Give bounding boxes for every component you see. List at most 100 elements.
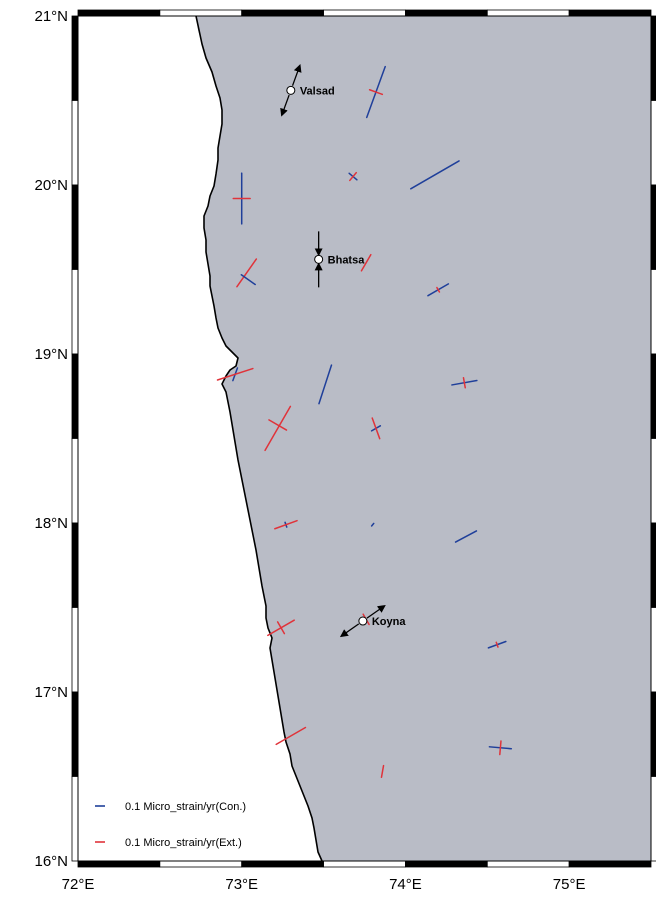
lon-tick-label: 73°E bbox=[225, 876, 258, 893]
extension-arrow bbox=[339, 623, 360, 638]
frame-segment-bottom bbox=[486, 860, 570, 868]
lat-tick-label: 19°N bbox=[34, 346, 68, 363]
extension-arrow bbox=[366, 604, 386, 619]
extension-bar bbox=[380, 764, 385, 779]
frame-segment-left bbox=[71, 15, 79, 101]
strain-cross bbox=[380, 764, 385, 779]
strain-cross bbox=[370, 417, 382, 440]
frame-segment-bottom bbox=[241, 860, 324, 868]
lon-tick-label: 75°E bbox=[553, 876, 586, 893]
extension-arrow bbox=[291, 64, 302, 86]
strain-cross bbox=[216, 367, 254, 382]
legend-label: 0.1 Micro_strain/yr(Ext.) bbox=[125, 837, 242, 849]
extension-bar bbox=[275, 726, 307, 746]
site-label: Bhatsa bbox=[328, 254, 366, 266]
extension-bar bbox=[371, 417, 381, 440]
extension-bar bbox=[236, 258, 258, 288]
extension-bar bbox=[462, 376, 466, 389]
extension-bar bbox=[368, 88, 384, 96]
lat-tick-label: 21°N bbox=[34, 8, 68, 25]
strain-cross bbox=[488, 740, 513, 756]
frame-segment-left bbox=[71, 522, 79, 608]
land-area bbox=[196, 16, 651, 861]
frame-segment-right bbox=[650, 691, 656, 777]
lon-tick-label: 72°E bbox=[62, 876, 95, 893]
strain-cross bbox=[487, 640, 507, 649]
frame-segment-right bbox=[650, 15, 656, 101]
frame-segment-left bbox=[71, 269, 79, 355]
frame-segment-bottom bbox=[568, 860, 652, 868]
extension-bar bbox=[274, 519, 298, 530]
frame-segment-bottom bbox=[77, 860, 161, 868]
frame-segment-top bbox=[323, 9, 406, 17]
strain-cross bbox=[236, 258, 258, 288]
lat-tick-label: 18°N bbox=[34, 515, 68, 532]
frame-segment-top bbox=[77, 9, 161, 17]
strain-cross bbox=[365, 65, 386, 119]
extension-bar bbox=[268, 419, 288, 431]
strain-cross bbox=[370, 522, 375, 527]
compression-bar bbox=[240, 274, 256, 286]
frame-segment-left bbox=[71, 184, 79, 270]
legend-item-con: 0.1 Micro_strain/yr(Con.) bbox=[95, 801, 246, 813]
site-label: Koyna bbox=[372, 616, 407, 628]
extension-bar bbox=[276, 621, 286, 635]
site-marker bbox=[286, 85, 296, 95]
compression-bar bbox=[370, 522, 375, 527]
frame-segment-right bbox=[650, 353, 656, 439]
latitude-labels: 21°N 20°N 19°N 18°N 17°N 16°N bbox=[34, 8, 68, 870]
strain-crosses bbox=[216, 65, 513, 779]
extension-bar bbox=[495, 641, 499, 648]
extension-bar bbox=[216, 367, 254, 381]
strain-cross bbox=[451, 376, 478, 389]
compression-bar bbox=[409, 160, 460, 190]
frame-segment-right bbox=[650, 607, 656, 693]
frame-segment-right bbox=[650, 522, 656, 608]
frame-segment-left bbox=[71, 607, 79, 693]
extension-bar bbox=[349, 171, 358, 182]
site-valsad: Valsad bbox=[280, 64, 335, 117]
sites: Valsad Bhatsa Koyna bbox=[280, 64, 407, 638]
frame-segment-left bbox=[71, 776, 79, 862]
site-koyna: Koyna bbox=[339, 604, 407, 638]
site-label: Valsad bbox=[300, 85, 335, 97]
extension-bar bbox=[499, 740, 502, 756]
longitude-labels: 72°E 73°E 74°E 75°E bbox=[62, 876, 586, 893]
compression-bar bbox=[318, 364, 333, 405]
frame-segment-top bbox=[241, 9, 324, 17]
lat-tick-label: 17°N bbox=[34, 684, 68, 701]
lon-tick-label: 74°E bbox=[389, 876, 422, 893]
frame-segment-top bbox=[159, 9, 243, 17]
extension-bar bbox=[360, 253, 372, 272]
lat-tick-label: 16°N bbox=[34, 853, 68, 870]
strain-cross bbox=[275, 726, 307, 746]
legend-label: 0.1 Micro_strain/yr(Con.) bbox=[125, 801, 246, 813]
extension-bar bbox=[436, 286, 441, 293]
strain-cross bbox=[268, 419, 288, 431]
extension-arrow bbox=[280, 94, 290, 117]
site-marker bbox=[358, 616, 368, 626]
legend: 0.1 Micro_strain/yr(Con.) 0.1 Micro_strai… bbox=[95, 801, 246, 849]
frame-segment-left bbox=[71, 438, 79, 524]
frame-segment-bottom bbox=[323, 860, 406, 868]
site-bhatsa: Bhatsa bbox=[314, 231, 366, 288]
strain-cross bbox=[427, 283, 450, 297]
extension-bar bbox=[264, 405, 292, 452]
map-border bbox=[77, 15, 652, 862]
frame-segment-left bbox=[71, 353, 79, 439]
frame-segment-left bbox=[71, 691, 79, 777]
strain-cross bbox=[360, 253, 372, 272]
strain-cross bbox=[454, 530, 478, 543]
compression-bar bbox=[454, 530, 478, 543]
frame-segment-bottom bbox=[159, 860, 243, 868]
strain-cross bbox=[409, 160, 460, 190]
strain-cross bbox=[274, 519, 298, 530]
strain-cross bbox=[240, 274, 256, 286]
frame-segment-right bbox=[650, 269, 656, 355]
frame-segment-top bbox=[405, 9, 488, 17]
frame-segment-top bbox=[486, 9, 570, 17]
frame-segment-left bbox=[71, 100, 79, 186]
strain-cross bbox=[318, 364, 333, 405]
lat-tick-label: 20°N bbox=[34, 177, 68, 194]
